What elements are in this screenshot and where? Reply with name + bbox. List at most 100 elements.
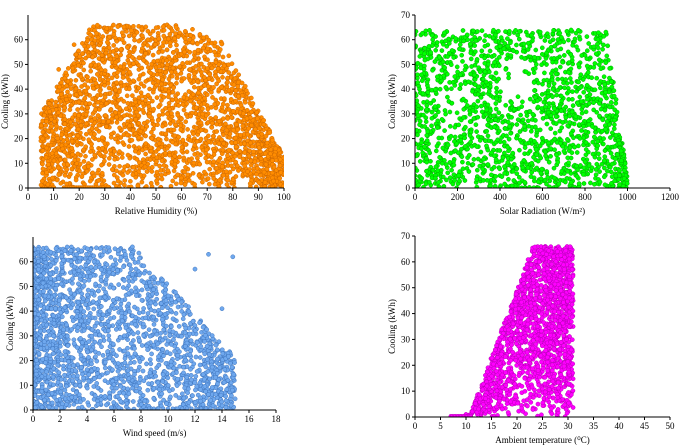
- solar-data-point: [448, 133, 454, 139]
- solar-data-point: [505, 159, 511, 165]
- solar-data-point: [595, 37, 601, 42]
- humidity-data-point: [159, 176, 165, 182]
- humidity-data-point: [91, 173, 97, 179]
- solar-data-point: [561, 39, 567, 45]
- solar-data-point: [434, 143, 440, 149]
- solar-data-point: [535, 80, 541, 86]
- humidity-data-point: [99, 170, 105, 176]
- solar-data-point: [485, 147, 491, 153]
- solar-data-point: [508, 156, 514, 162]
- solar-data-point: [429, 123, 434, 129]
- solar-data-point: [424, 107, 430, 112]
- solar-data-point: [506, 176, 511, 182]
- humidity-data-point: [62, 121, 68, 127]
- humidity-data-point: [58, 113, 64, 119]
- solar-data-point: [457, 72, 463, 78]
- humidity-data-point: [200, 106, 205, 112]
- solar-data-point: [458, 82, 464, 87]
- wind-data-point: [179, 304, 184, 309]
- humidity-data-point: [164, 111, 170, 117]
- humidity-data-point: [140, 100, 146, 106]
- solar-data-point: [547, 184, 552, 188]
- solar-data-point: [562, 85, 567, 91]
- solar-data-point: [421, 184, 426, 188]
- solar-data-point: [444, 71, 450, 77]
- humidity-data-point: [263, 133, 269, 139]
- solar-data-point: [581, 123, 586, 129]
- humidity-data-point: [102, 158, 107, 164]
- solar-data-point: [580, 172, 586, 177]
- solar-data-point: [525, 40, 531, 46]
- solar-data-point: [430, 167, 436, 173]
- solar-data-point: [586, 41, 592, 46]
- humidity-data-point: [54, 177, 60, 183]
- solar-data-point: [463, 124, 468, 130]
- humidity-data-point: [227, 169, 233, 175]
- solar-data-point: [604, 53, 610, 59]
- humidity-data-point: [221, 141, 227, 147]
- humidity-data-point: [235, 127, 240, 132]
- humidity-data-point: [200, 45, 206, 51]
- humidity-y-tick-label: 40: [14, 84, 24, 94]
- humidity-data-point: [83, 88, 89, 94]
- solar-data-point: [464, 103, 470, 108]
- humidity-data-point: [85, 38, 90, 44]
- solar-data-point: [527, 96, 533, 102]
- solar-data-point: [566, 37, 571, 43]
- humidity-data-point: [69, 138, 75, 144]
- humidity-data-point: [220, 108, 225, 114]
- solar-data-point: [621, 168, 627, 173]
- humidity-data-point: [139, 179, 145, 185]
- humidity-data-point: [126, 86, 132, 92]
- solar-data-point: [602, 107, 608, 113]
- humidity-data-point: [229, 114, 234, 120]
- humidity-data-point: [237, 154, 242, 160]
- solar-data-point: [424, 168, 430, 174]
- humidity-data-point: [170, 65, 176, 71]
- solar-data-point: [565, 137, 570, 142]
- humidity-data-point: [261, 169, 267, 175]
- solar-data-point: [480, 166, 485, 172]
- humidity-data-point: [197, 94, 203, 100]
- humidity-data-point: [139, 49, 144, 54]
- humidity-data-point: [194, 139, 200, 144]
- solar-data-point: [529, 170, 535, 175]
- wind-data-point: [206, 251, 211, 257]
- humidity-data-point: [171, 127, 177, 133]
- solar-data-point: [598, 66, 604, 72]
- humidity-data-point: [59, 80, 64, 85]
- humidity-data-point: [62, 116, 68, 122]
- solar-data-point: [528, 57, 534, 63]
- solar-data-point: [486, 69, 492, 75]
- solar-x-tick-label: 200: [451, 192, 465, 202]
- solar-data-point: [567, 120, 573, 125]
- solar-data-point: [419, 176, 425, 181]
- solar-data-point: [440, 59, 446, 65]
- humidity-data-point: [73, 86, 79, 92]
- solar-data-point: [470, 28, 476, 34]
- humidity-data-point: [190, 147, 196, 152]
- solar-data-point: [493, 32, 498, 38]
- humidity-data-point: [159, 98, 164, 103]
- solar-data-point: [431, 98, 437, 103]
- solar-data-point: [596, 81, 602, 87]
- solar-data-point: [439, 67, 445, 73]
- humidity-data-point: [68, 86, 74, 91]
- solar-data-point: [517, 147, 522, 153]
- humidity-data-point: [198, 39, 204, 44]
- solar-data-point: [470, 108, 476, 113]
- solar-data-point: [602, 82, 608, 87]
- humidity-data-point: [81, 67, 87, 73]
- solar-data-point: [578, 72, 584, 78]
- humidity-data-point: [195, 79, 200, 84]
- humidity-data-point: [236, 72, 242, 78]
- humidity-data-point: [219, 164, 225, 169]
- solar-data-point: [432, 87, 438, 92]
- solar-data-point: [483, 111, 489, 117]
- solar-data-point: [597, 179, 603, 185]
- solar-data-point: [593, 172, 599, 178]
- humidity-data-point: [122, 182, 127, 188]
- solar-data-point: [621, 176, 627, 181]
- humidity-data-point: [272, 152, 277, 158]
- humidity-data-point: [101, 119, 106, 124]
